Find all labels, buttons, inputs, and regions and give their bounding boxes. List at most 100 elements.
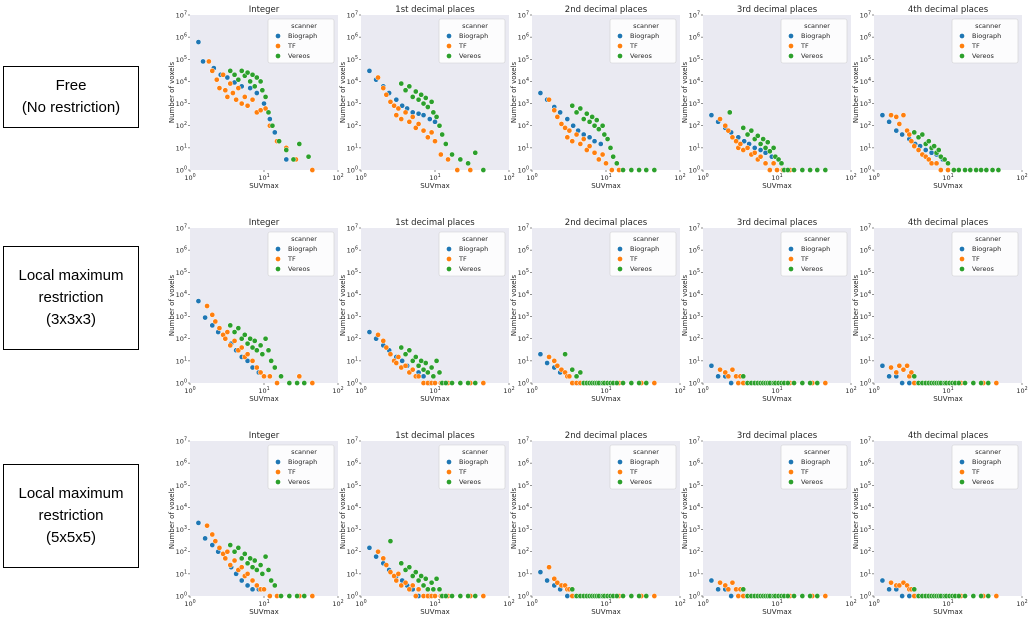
data-point-vereos (726, 109, 733, 116)
data-point-vereos (636, 167, 642, 173)
data-point-tf (222, 335, 229, 342)
x-tick-label: 101 (258, 599, 269, 608)
data-point-vereos (424, 369, 431, 376)
y-tick-label: 101 (176, 143, 187, 152)
row-label-line: restriction (38, 507, 104, 524)
data-point-biograph (751, 145, 758, 151)
data-point-vereos (573, 109, 580, 116)
data-point-vereos (412, 354, 419, 360)
data-point-tf (762, 160, 769, 167)
y-axis-label: Number of voxels (339, 274, 347, 336)
x-tick-label: 102 (674, 599, 685, 608)
legend-title: scanner (975, 448, 1001, 456)
data-point-biograph (249, 586, 256, 593)
x-axis-label: SUVmax (762, 395, 792, 403)
x-tick-label: 101 (771, 386, 782, 395)
y-tick-label: 106 (518, 246, 529, 255)
data-point-vereos (748, 127, 755, 134)
data-point-vereos (951, 167, 957, 173)
y-axis-label: Number of voxels (852, 61, 860, 123)
data-point-biograph (366, 544, 373, 551)
legend-entry-tf: TF (971, 255, 980, 263)
x-tick-label: 101 (429, 386, 440, 395)
y-tick-label: 105 (176, 268, 187, 277)
data-point-biograph (906, 380, 913, 386)
data-point-vereos (418, 91, 425, 98)
legend-entry-tf: TF (287, 42, 296, 50)
data-point-vereos (814, 593, 821, 599)
y-tick-label: 107 (347, 437, 358, 446)
data-point-tf (412, 593, 419, 599)
data-point-biograph (544, 360, 550, 366)
data-point-biograph (715, 373, 721, 380)
y-tick-label: 105 (176, 481, 187, 490)
data-point-vereos (643, 380, 650, 386)
data-point-biograph (432, 118, 438, 125)
y-tick-label: 104 (176, 503, 187, 512)
x-tick-label: 101 (600, 386, 611, 395)
data-point-tf (896, 362, 903, 369)
data-point-biograph (244, 582, 251, 589)
legend: scanner Biograph TF Vereos (951, 231, 1019, 277)
y-tick-label: 101 (518, 143, 529, 152)
y-tick-label: 102 (518, 547, 529, 556)
data-point-vereos (305, 153, 312, 160)
data-point-biograph (597, 141, 604, 147)
data-point-tf (717, 366, 723, 373)
y-tick-label: 106 (860, 246, 871, 255)
legend-title: scanner (291, 448, 317, 456)
data-point-biograph (564, 593, 571, 599)
data-point-vereos (253, 347, 260, 354)
data-point-vereos (231, 329, 238, 335)
legend-marker-vereos (446, 479, 452, 485)
data-point-vereos (911, 586, 918, 593)
data-point-vereos (457, 593, 464, 599)
y-tick-label: 103 (347, 99, 358, 108)
legend-marker-vereos (788, 266, 794, 272)
legend-box (780, 444, 848, 490)
data-point-tf (893, 369, 900, 376)
legend-marker-vereos (275, 479, 281, 485)
legend-box (951, 18, 1019, 64)
data-point-tf (562, 125, 568, 131)
legend-entry-vereos: Vereos (972, 52, 994, 60)
y-tick-label: 102 (176, 334, 187, 343)
data-point-vereos (607, 145, 614, 151)
data-point-tf (398, 582, 405, 589)
x-tick-label: 102 (332, 386, 343, 395)
data-point-vereos (985, 380, 992, 386)
data-point-vereos (799, 167, 806, 173)
legend-marker-tf (446, 469, 452, 475)
y-tick-label: 101 (347, 356, 358, 365)
data-point-vereos (406, 83, 413, 90)
data-point-vereos (595, 126, 602, 132)
legend-marker-vereos (617, 53, 623, 59)
data-point-vereos (420, 366, 427, 373)
data-point-vereos (915, 134, 922, 141)
y-tick-label: 107 (689, 437, 700, 446)
data-point-tf (595, 156, 602, 163)
y-tick-label: 104 (176, 290, 187, 299)
data-point-vereos (973, 167, 979, 173)
legend-title: scanner (462, 22, 488, 30)
y-tick-label: 101 (689, 569, 700, 578)
legend-entry-biograph: Biograph (801, 32, 830, 40)
data-point-tf (564, 134, 571, 141)
y-tick-label: 106 (860, 459, 871, 468)
chart-title: 3rd decimal places (737, 431, 818, 441)
chart-title: 4th decimal places (908, 218, 989, 228)
chart-title: 1st decimal places (395, 218, 475, 228)
data-point-tf (717, 579, 723, 586)
data-point-tf (888, 112, 894, 119)
data-point-vereos (465, 160, 471, 167)
legend-entry-biograph: Biograph (630, 458, 659, 466)
y-tick-label: 107 (689, 224, 700, 233)
data-point-tf (551, 107, 558, 114)
y-tick-label: 104 (518, 503, 529, 512)
y-tick-label: 106 (176, 246, 187, 255)
data-point-vereos (593, 117, 600, 123)
data-point-tf (822, 380, 829, 386)
data-point-vereos (807, 593, 813, 599)
x-axis-label: SUVmax (591, 395, 621, 403)
data-point-vereos (235, 76, 242, 83)
